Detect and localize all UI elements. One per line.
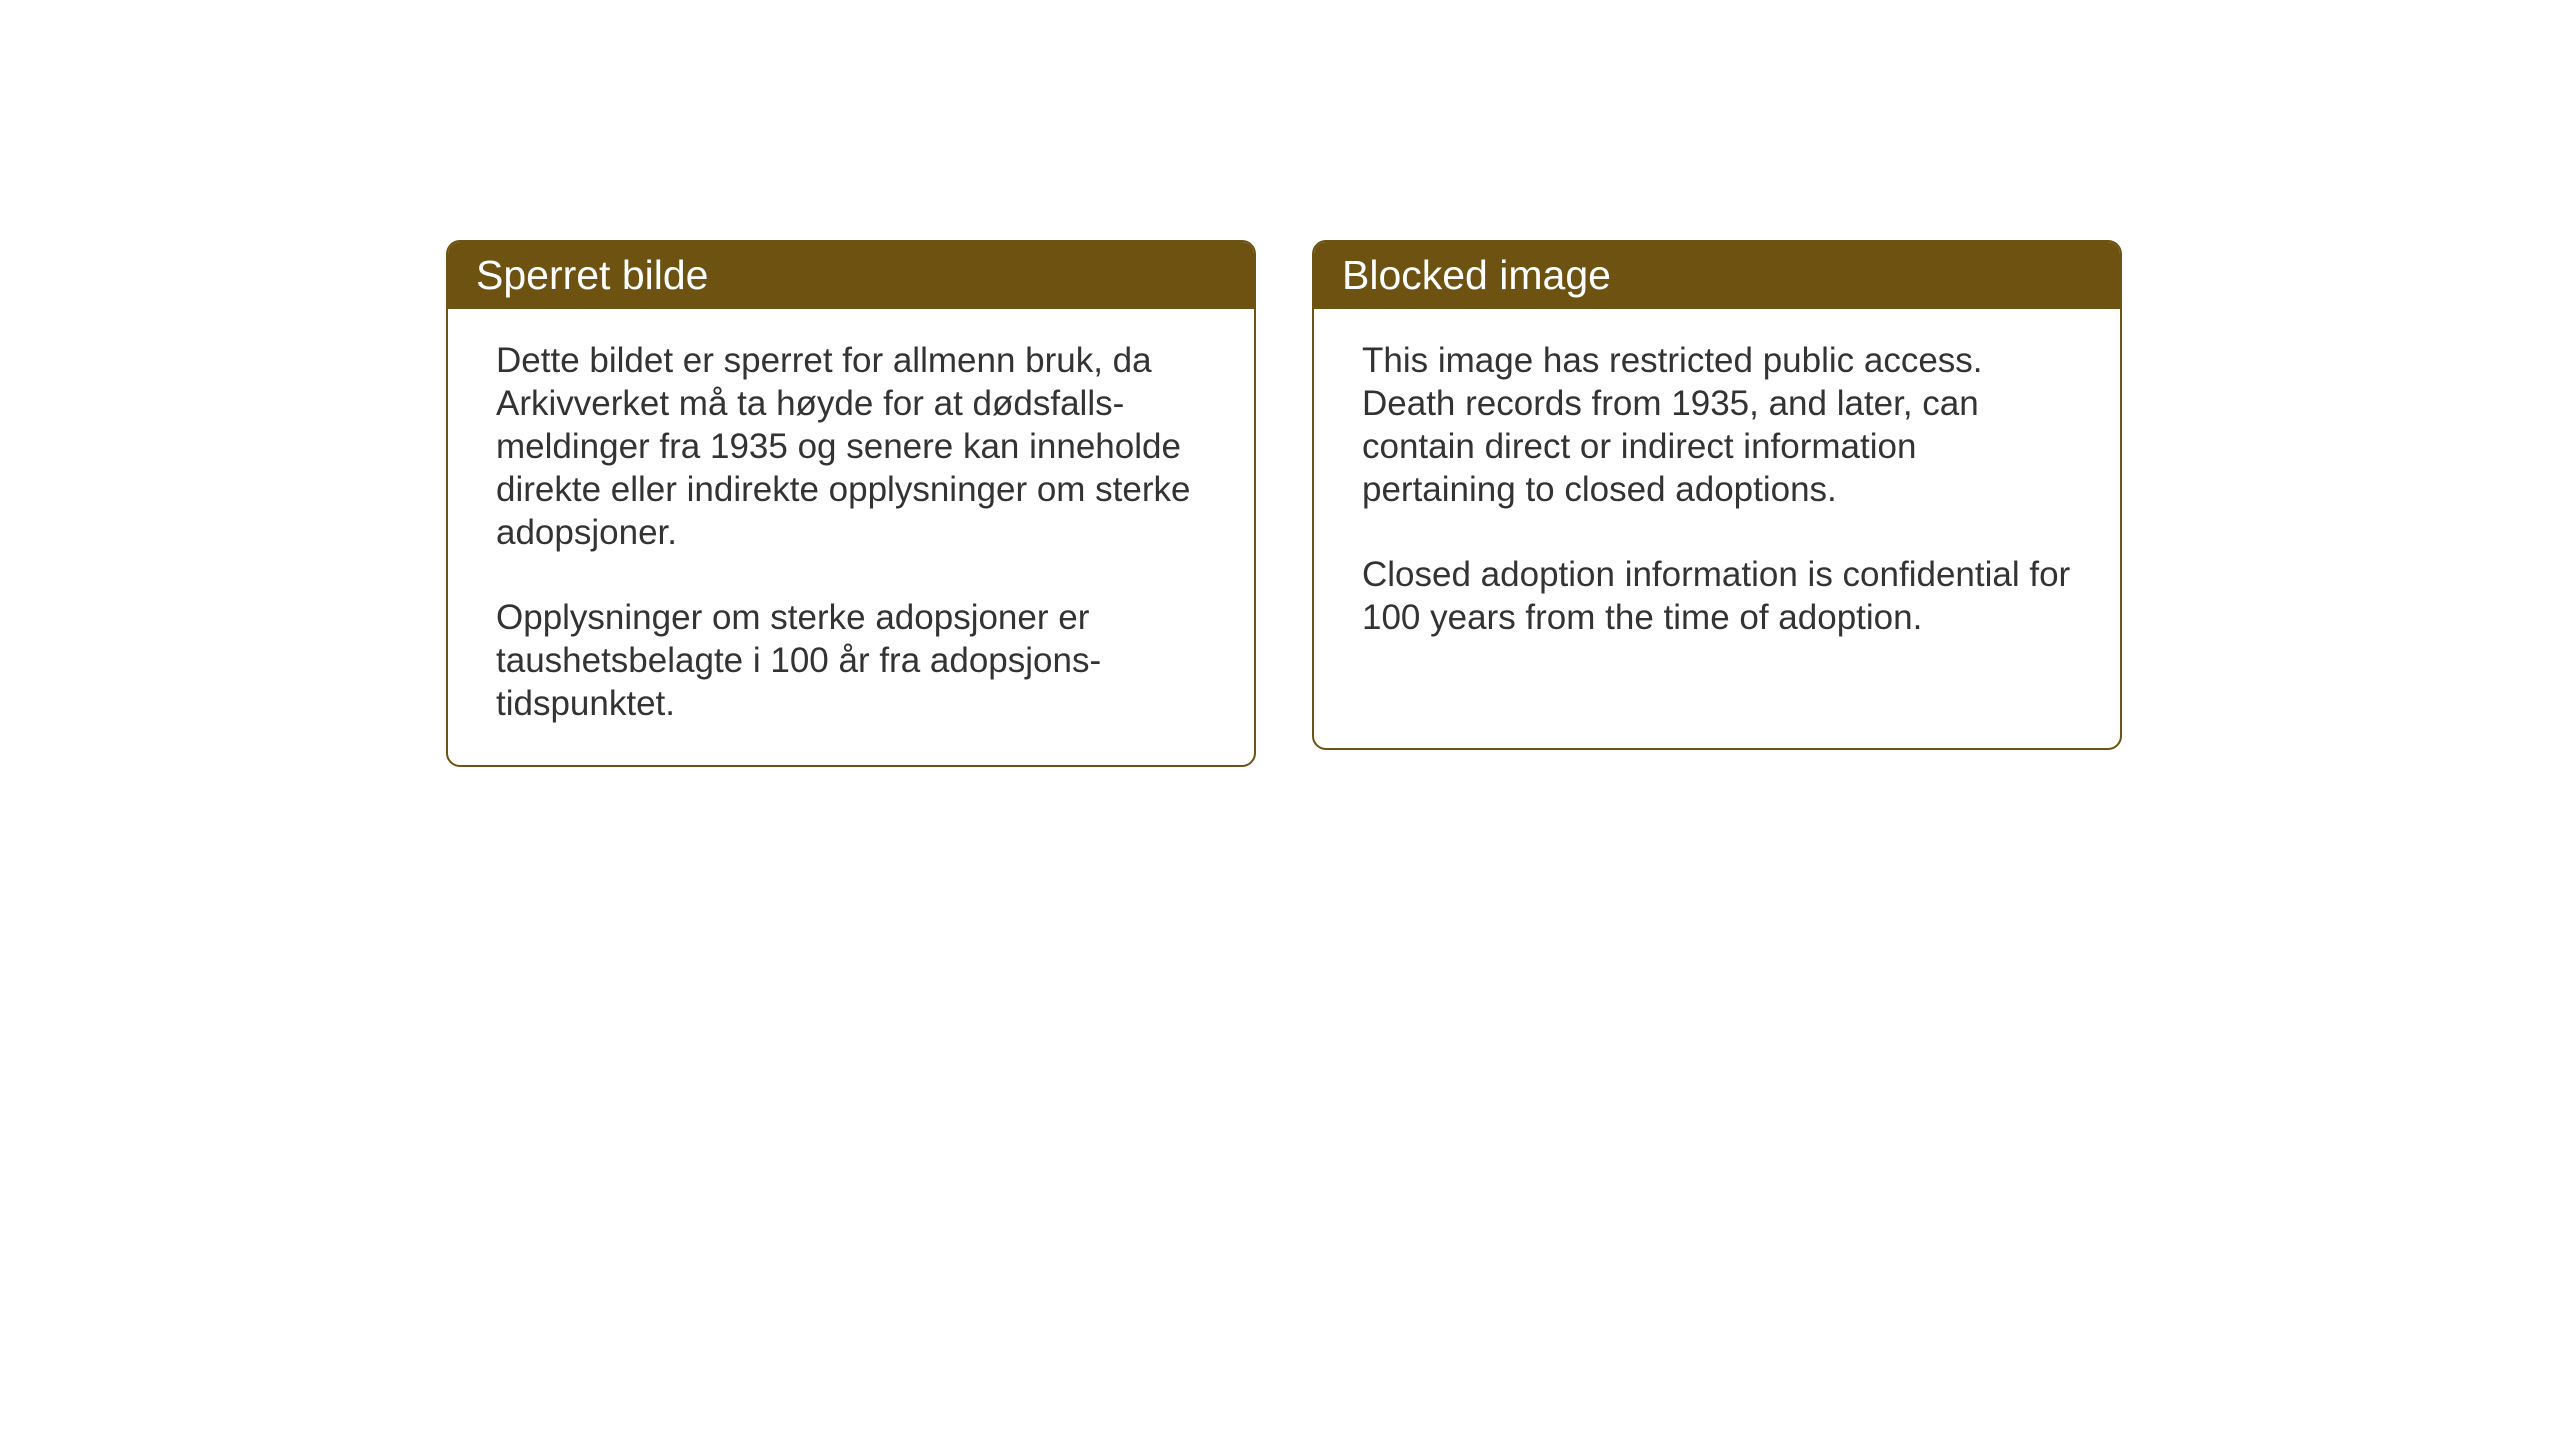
card-paragraph: Closed adoption information is confident…: [1362, 553, 2072, 639]
notice-card-norwegian: Sperret bilde Dette bildet er sperret fo…: [446, 240, 1256, 767]
card-title-english: Blocked image: [1342, 252, 1611, 298]
card-header-norwegian: Sperret bilde: [448, 242, 1254, 309]
card-paragraph: This image has restricted public access.…: [1362, 339, 2072, 511]
card-body-norwegian: Dette bildet er sperret for allmenn bruk…: [448, 309, 1254, 765]
card-header-english: Blocked image: [1314, 242, 2120, 309]
card-paragraph: Opplysninger om sterke adopsjoner er tau…: [496, 596, 1206, 725]
notice-cards-container: Sperret bilde Dette bildet er sperret fo…: [446, 240, 2122, 767]
card-body-english: This image has restricted public access.…: [1314, 309, 2120, 679]
card-title-norwegian: Sperret bilde: [476, 252, 708, 298]
card-paragraph: Dette bildet er sperret for allmenn bruk…: [496, 339, 1206, 554]
notice-card-english: Blocked image This image has restricted …: [1312, 240, 2122, 750]
